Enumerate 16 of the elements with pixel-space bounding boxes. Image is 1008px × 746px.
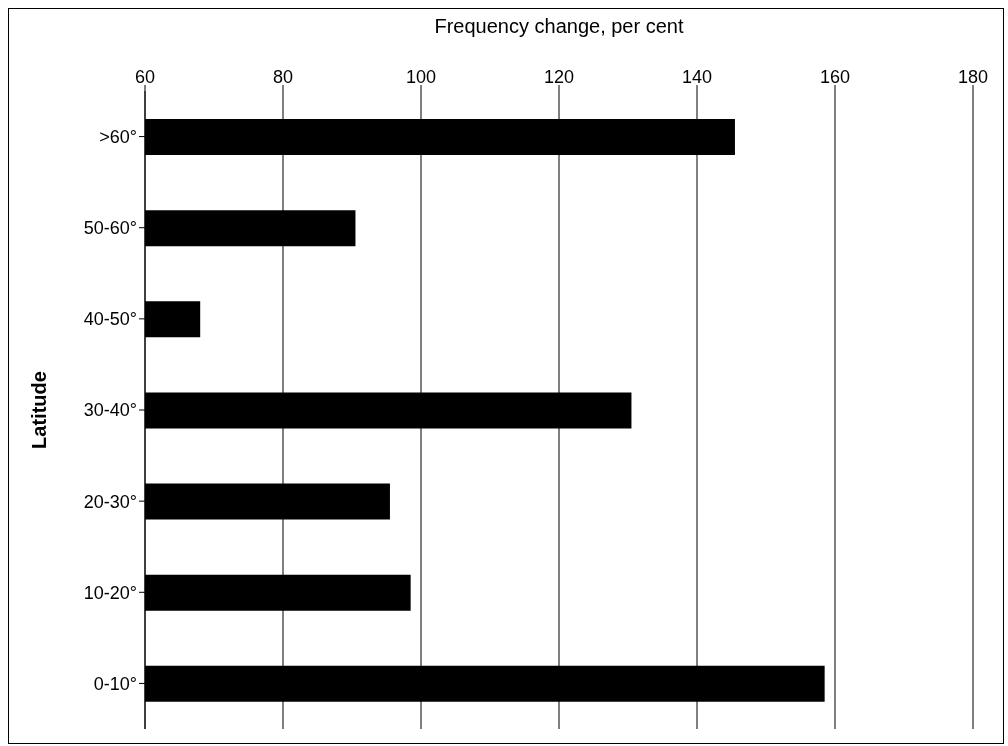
y-tick-label: >60° bbox=[99, 126, 137, 147]
y-tick-label: 30-40° bbox=[83, 400, 137, 421]
x-tick-label: 140 bbox=[681, 67, 713, 87]
y-tick-label: 0-10° bbox=[93, 673, 137, 694]
y-tick-label: 50-60° bbox=[83, 218, 137, 239]
x-axis-title: Frequency change, per cent bbox=[434, 15, 684, 38]
y-tick-label: 20-30° bbox=[83, 491, 137, 512]
x-tick-label: 120 bbox=[543, 67, 575, 87]
y-tick-label: 40-50° bbox=[83, 309, 137, 330]
x-tick-label: 60 bbox=[134, 67, 156, 87]
x-tick-label: 80 bbox=[272, 67, 294, 87]
y-axis-title: Latitude bbox=[28, 371, 51, 449]
x-tick-label: 180 bbox=[957, 67, 989, 87]
x-tick-label: 160 bbox=[819, 67, 851, 87]
y-tick-label: 10-20° bbox=[83, 582, 137, 603]
x-tick-label: 100 bbox=[405, 67, 437, 87]
